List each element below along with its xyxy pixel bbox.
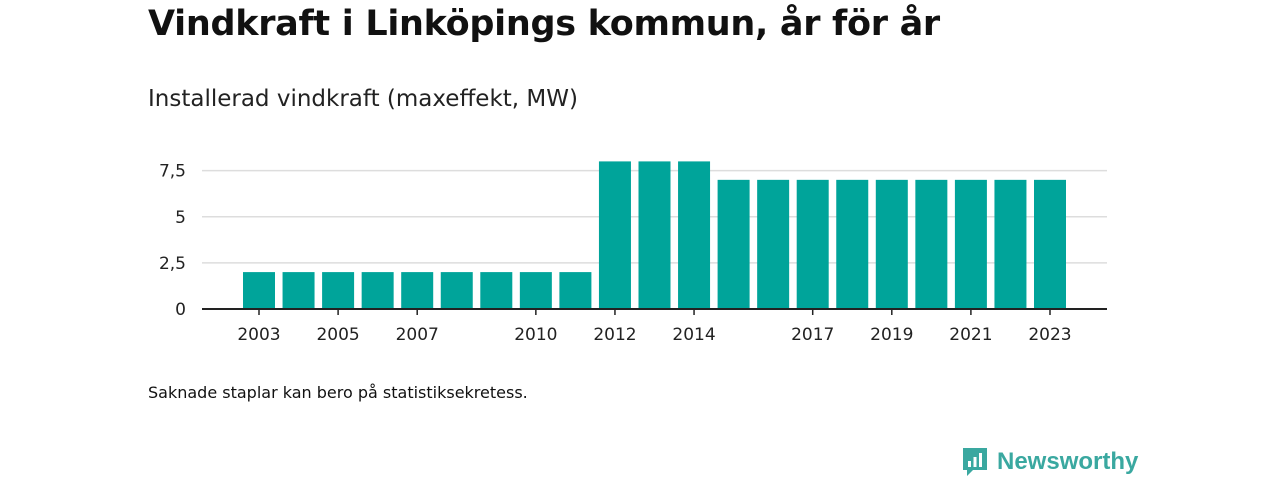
x-tick-label: 2005 <box>316 325 359 345</box>
newsworthy-logo-icon <box>963 448 987 476</box>
bar-2014 <box>678 161 711 309</box>
x-tick-label: 2023 <box>1028 325 1071 345</box>
y-tick-label: 7,5 <box>159 162 186 182</box>
brand-name: Newsworthy <box>997 448 1139 475</box>
y-tick-label: 2,5 <box>159 254 186 274</box>
x-tick-label: 2007 <box>396 325 439 345</box>
bar-2004 <box>282 272 315 309</box>
x-tick-label: 2017 <box>791 325 834 345</box>
chart-title: Vindkraft i Linköpings kommun, år för år <box>148 4 940 44</box>
y-tick-label: 5 <box>175 208 186 228</box>
bar-2015 <box>717 179 750 309</box>
bar-2023 <box>1034 179 1066 309</box>
bar-2003 <box>243 272 275 309</box>
bar-2009 <box>480 272 513 309</box>
footnote: Saknade staplar kan bero på statistiksek… <box>148 383 528 402</box>
y-tick-label: 0 <box>175 300 186 320</box>
x-tick-label: 2012 <box>593 325 636 345</box>
bar-2006 <box>361 272 394 309</box>
x-tick-label: 2010 <box>514 325 557 345</box>
bar-2010 <box>519 272 552 309</box>
bar-2020 <box>915 179 948 309</box>
bar-2011 <box>559 272 592 309</box>
bar-2005 <box>322 272 355 309</box>
bar-2019 <box>875 179 908 309</box>
x-tick-label: 2021 <box>949 325 992 345</box>
bar-2007 <box>401 272 434 309</box>
x-tick-label: 2003 <box>237 325 280 345</box>
bar-2016 <box>757 179 790 309</box>
bar-2017 <box>796 179 829 309</box>
bar-2008 <box>440 272 473 309</box>
bar-2021 <box>954 179 987 309</box>
chart-subtitle: Installerad vindkraft (maxeffekt, MW) <box>148 86 578 112</box>
bar-2018 <box>836 179 869 309</box>
bar-2022 <box>994 179 1027 309</box>
x-tick-label: 2019 <box>870 325 913 345</box>
brand-logo: Newsworthy <box>961 446 1138 478</box>
bar-2012 <box>598 161 631 309</box>
bar-2013 <box>638 161 671 309</box>
x-tick-label: 2014 <box>672 325 715 345</box>
